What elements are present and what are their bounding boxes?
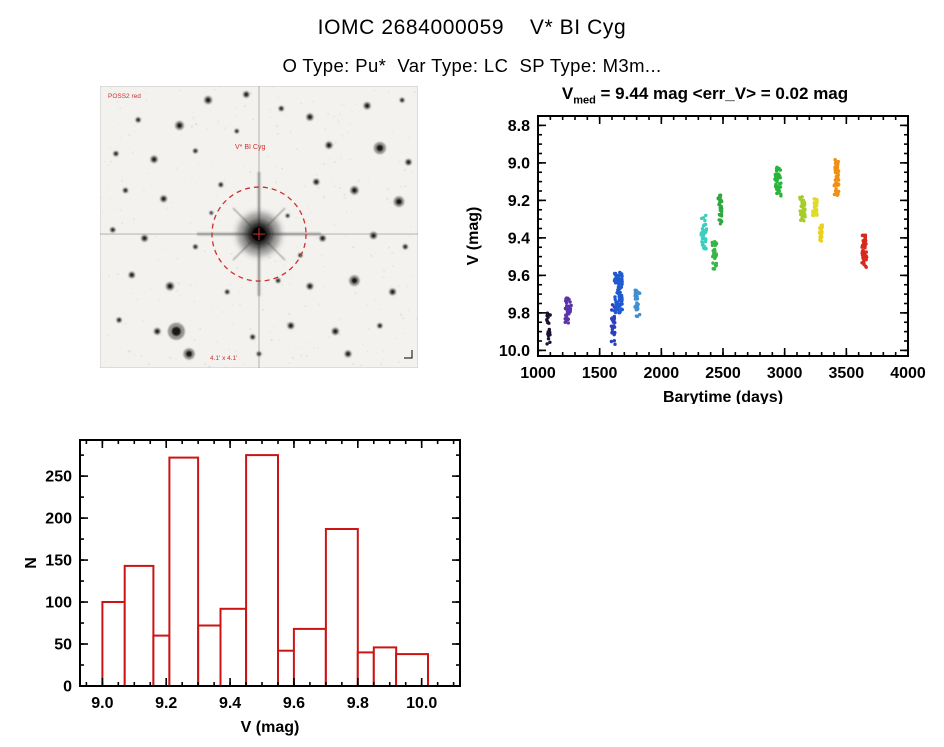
svg-text:1000: 1000 xyxy=(520,365,556,382)
svg-text:9.4: 9.4 xyxy=(508,230,530,247)
svg-text:3500: 3500 xyxy=(829,365,865,382)
svg-text:50: 50 xyxy=(54,637,72,654)
vmed-rest: = 9.44 mag <err_V> = 0.02 mag xyxy=(595,84,849,103)
vmed-base: V xyxy=(561,84,574,103)
svg-text:9.6: 9.6 xyxy=(508,268,530,285)
svg-text:4.1' x 4.1': 4.1' x 4.1' xyxy=(210,355,237,362)
svg-text:9.4: 9.4 xyxy=(219,695,241,712)
svg-text:V* BI Cyg: V* BI Cyg xyxy=(235,144,265,151)
svg-text:Barytime (days): Barytime (days) xyxy=(663,389,783,404)
svg-text:250: 250 xyxy=(45,469,72,486)
svg-text:9.2: 9.2 xyxy=(508,193,530,210)
svg-text:9.0: 9.0 xyxy=(91,695,113,712)
svg-text:9.2: 9.2 xyxy=(155,695,177,712)
svg-text:9.8: 9.8 xyxy=(347,695,369,712)
svg-text:POSS2 red: POSS2 red xyxy=(108,93,141,100)
lightcurve-plot: 1000 1500 2000 2500 3000 3500 4000 8.8 9.0 9.2 9.4… xyxy=(465,115,926,404)
svg-text:9.6: 9.6 xyxy=(283,695,305,712)
histogram-plot: 9.0 9.2 9.4 9.6 9.8 10.0 0 50 100 150 200 250 V (mag… xyxy=(23,439,461,736)
svg-text:0: 0 xyxy=(63,679,72,696)
svg-text:9.8: 9.8 xyxy=(508,305,530,322)
lightcurve-title: Vmed = 9.44 mag <err_V> = 0.02 mag xyxy=(470,84,940,106)
svg-text:8.8: 8.8 xyxy=(508,118,530,135)
svg-text:N: N xyxy=(23,557,40,569)
finding-chart-image: POSS2 red V* BI Cyg 4.1' x 4.1' xyxy=(99,85,419,370)
vmed-subscript: med xyxy=(573,94,596,107)
svg-text:200: 200 xyxy=(45,511,72,528)
svg-text:9.0: 9.0 xyxy=(508,155,530,172)
svg-text:V (mag): V (mag) xyxy=(465,207,482,266)
svg-text:10.0: 10.0 xyxy=(406,695,437,712)
svg-text:1500: 1500 xyxy=(582,365,618,382)
svg-text:3000: 3000 xyxy=(767,365,803,382)
svg-text:150: 150 xyxy=(45,553,72,570)
svg-text:2000: 2000 xyxy=(644,365,680,382)
page-subtitle: O Type: Pu* Var Type: LC SP Type: M3m... xyxy=(282,55,662,76)
page-title: IOMC 2684000059 V* BI Cyg xyxy=(317,16,627,39)
svg-text:2500: 2500 xyxy=(705,365,741,382)
svg-text:10.0: 10.0 xyxy=(499,343,530,360)
finding-chart: POSS2 red V* BI Cyg 4.1' x 4.1' xyxy=(99,85,419,370)
svg-text:4000: 4000 xyxy=(890,365,926,382)
svg-text:100: 100 xyxy=(45,595,72,612)
svg-text:V (mag): V (mag) xyxy=(241,719,300,736)
